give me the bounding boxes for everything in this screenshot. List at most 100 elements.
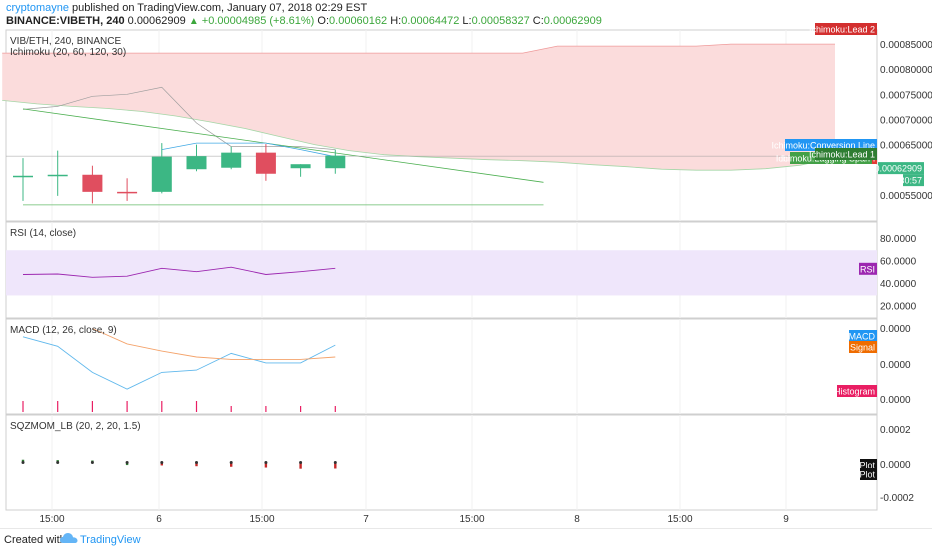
price-change: +0.00004985 (+8.61%) [201, 15, 315, 27]
close-label: C: [532, 15, 544, 27]
created-with-text: Created with [4, 534, 66, 546]
lead1-tag-bg [815, 148, 877, 160]
candle-body [255, 152, 276, 174]
candle-body [325, 155, 346, 169]
sqz-dot [90, 461, 94, 464]
price-axis-label: 0.00055000 [880, 191, 932, 202]
macd-line [22, 336, 336, 390]
lead1-tag: Ichimoku:Lead 1 [809, 150, 875, 160]
plot-tag: Plot [859, 461, 875, 471]
conversion-tag: Ichimoku:Conversion Line [771, 141, 875, 151]
histogram-tag-bg [837, 385, 877, 397]
lead2-line [2, 43, 835, 54]
price-axis-label: 0.00085000 [880, 40, 932, 51]
tradingview-brand[interactable]: TradingView [80, 534, 141, 546]
sqz-dot [125, 461, 129, 464]
price-axis-label: 0.00065000 [880, 141, 932, 152]
sqz-dot [195, 461, 198, 464]
time-axis-label: 15:00 [249, 514, 274, 525]
macd-tag: MACD [849, 332, 876, 342]
lead2-tag-bg [815, 23, 877, 35]
up-arrow-icon: ▲ [188, 16, 199, 27]
rsi-tag: RSI [860, 264, 875, 274]
signal-tag-bg [849, 341, 877, 353]
current-price-tag-bg [878, 162, 924, 175]
time-axis-label: 15:00 [667, 514, 692, 525]
ichimoku-title: Ichimoku (20, 60, 120, 30) [10, 47, 126, 58]
sqz-dot [160, 461, 164, 464]
high-label: H: [390, 15, 402, 27]
time-axis-label: 8 [574, 514, 580, 525]
candle-body [290, 164, 311, 169]
time-axis-label: 6 [156, 514, 162, 525]
sqz-dot [229, 461, 233, 464]
signal-line [92, 328, 336, 360]
sqz-axis-label: 0.0002 [880, 425, 911, 436]
candle-body [47, 174, 68, 177]
tradingview-logo-icon [60, 533, 78, 543]
open-value: 0.00060162 [329, 15, 388, 27]
histogram-tag: Histogram [834, 387, 875, 397]
price-axis-label: 0.00070000 [880, 115, 932, 126]
candle-body [151, 156, 172, 192]
price-axis-label: 0.00075000 [880, 90, 932, 101]
macd-axis-label: 0.0000 [880, 395, 911, 406]
price-axis-label: 0.00080000 [880, 65, 932, 76]
candle-body [221, 152, 242, 168]
author-link[interactable]: cryptomayne [6, 2, 69, 14]
macd-axis-label: 0.0000 [880, 360, 911, 371]
candle-body [117, 191, 138, 194]
rsi-axis-label: 60.0000 [880, 257, 917, 268]
symbol-label: BINANCE:VIBETH, 240 [6, 15, 125, 27]
publish-info: cryptomayne published on TradingView.com… [6, 2, 367, 15]
time-axis-label: 9 [783, 514, 789, 525]
signal-tag: Signal [850, 343, 875, 353]
close-value: 0.00062909 [543, 15, 602, 27]
conversion-line [161, 142, 336, 158]
rsi-band [6, 250, 877, 296]
rsi-tag-bg [859, 262, 877, 275]
pane-frame-2 [5, 318, 878, 415]
publish-text: published on TradingView.com, January 07… [72, 2, 368, 14]
low-label: L: [462, 15, 472, 27]
candle-body [13, 175, 33, 178]
candle-body [82, 174, 103, 192]
lead2-tag: Ichimoku:Lead 2 [809, 25, 875, 35]
macd-tag-bg [849, 330, 877, 342]
time-axis-label: 15:00 [39, 514, 64, 525]
rsi-axis-label: 80.0000 [880, 234, 917, 245]
ichimoku-cloud [2, 44, 835, 171]
chart-canvas[interactable]: 0.00085000 0.00080000 0.00075000 0.00070000… [0, 0, 932, 528]
rsi-axis-label: 20.0000 [880, 302, 917, 313]
sqz-axis-label: 0.0000 [880, 460, 911, 471]
sqz-axis-label: -0.0002 [880, 493, 914, 504]
lead1-line [2, 100, 836, 171]
sqz-dot [264, 461, 268, 464]
sqz-dot [299, 461, 303, 464]
sqz-pane-title: SQZMOM_LB (20, 2, 20, 1.5) [10, 421, 141, 432]
current-price-tag: 0.00062909 [874, 164, 922, 174]
time-axis-label: 15:00 [459, 514, 484, 525]
ohlc-line: BINANCE:VIBETH, 240 0.00062909 ▲ +0.0000… [6, 15, 602, 28]
footer: Created with TradingView [0, 528, 932, 550]
rsi-pane-title: RSI (14, close) [10, 228, 76, 239]
sqz-dot [56, 461, 60, 464]
candle-body [186, 156, 207, 170]
countdown-tag: 30:57 [899, 176, 922, 186]
countdown-tag-bg [903, 174, 924, 187]
sqz-dot [21, 461, 25, 464]
high-value: 0.00064472 [401, 15, 460, 27]
last-price: 0.00062909 [127, 15, 186, 27]
rsi-line [22, 266, 336, 278]
base-line [22, 108, 544, 183]
sqz-dot [333, 461, 337, 464]
price-pane-title: VIB/ETH, 240, BINANCE [10, 36, 121, 47]
plot-tag-2-bg [860, 468, 877, 480]
macd-pane-title: MACD (12, 26, close, 9) [10, 325, 117, 336]
plot-tag-2: Plot [859, 470, 875, 480]
low-value: 0.00058327 [471, 15, 530, 27]
macd-axis-label: 0.0000 [880, 324, 911, 335]
open-label: O: [317, 15, 330, 27]
rsi-axis-label: 40.0000 [880, 279, 917, 290]
time-axis-label: 7 [363, 514, 369, 525]
